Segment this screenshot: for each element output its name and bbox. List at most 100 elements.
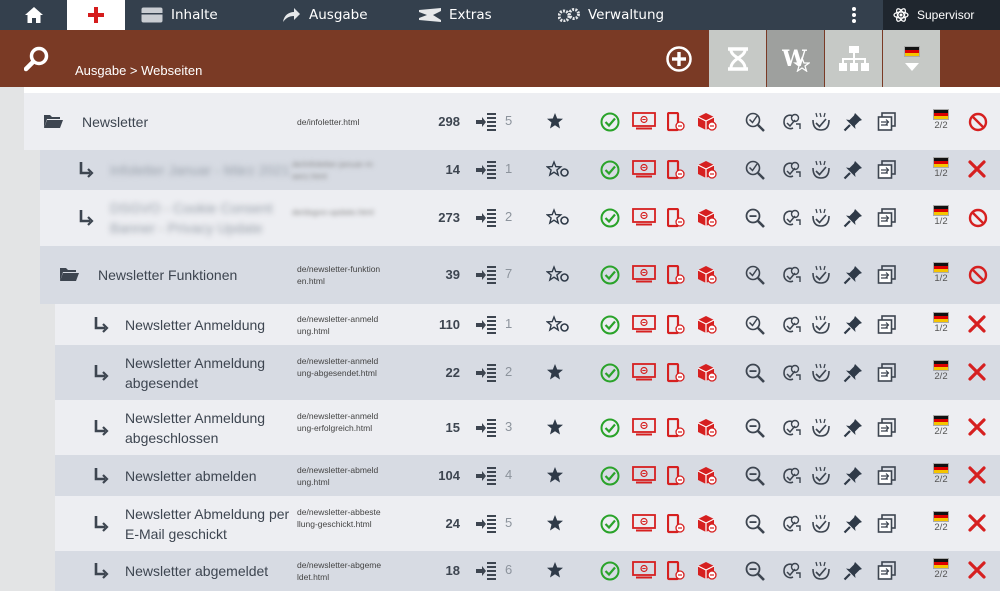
online-check-icon[interactable] xyxy=(600,315,620,340)
pin-icon[interactable] xyxy=(843,561,863,586)
hourglass-tool-button[interactable] xyxy=(709,30,766,87)
approve-icon[interactable] xyxy=(810,265,832,290)
mobile-icon[interactable] xyxy=(666,465,685,491)
menu-extras[interactable]: Extras xyxy=(419,0,492,30)
cache-icon[interactable] xyxy=(696,160,718,185)
home-button[interactable] xyxy=(0,0,67,30)
inspect-icon[interactable] xyxy=(745,208,767,233)
w-star-button[interactable]: W xyxy=(767,30,824,87)
duplicate-icon[interactable] xyxy=(781,208,803,233)
menu-ausgabe[interactable]: Ausgabe xyxy=(281,0,368,30)
preview-icon[interactable] xyxy=(632,417,656,441)
cache-icon[interactable] xyxy=(696,208,718,233)
sort-icon[interactable] xyxy=(475,315,497,340)
duplicate-icon[interactable] xyxy=(781,514,803,539)
sort-icon[interactable] xyxy=(475,466,497,491)
page-title-link[interactable]: Newsletter Anmeldung xyxy=(125,316,266,333)
delete-icon[interactable] xyxy=(968,160,986,183)
delete-blocked-icon[interactable] xyxy=(968,265,988,290)
pin-icon[interactable] xyxy=(843,160,863,185)
approve-icon[interactable] xyxy=(810,315,832,340)
language-version[interactable]: 2/2 xyxy=(929,510,953,534)
user-menu[interactable]: Supervisor xyxy=(883,0,1000,30)
cache-icon[interactable] xyxy=(696,363,718,388)
sort-icon[interactable] xyxy=(475,265,497,290)
favorite-icon[interactable] xyxy=(546,363,564,386)
mobile-icon[interactable] xyxy=(666,513,685,539)
preview-icon[interactable] xyxy=(632,561,656,584)
duplicate-icon[interactable] xyxy=(781,112,803,137)
preview-icon[interactable] xyxy=(632,160,656,183)
cache-icon[interactable] xyxy=(696,418,718,443)
approve-icon[interactable] xyxy=(810,466,832,491)
copy-icon[interactable] xyxy=(877,111,897,137)
delete-icon[interactable] xyxy=(968,417,986,441)
more-menu-button[interactable] xyxy=(844,0,864,30)
copy-icon[interactable] xyxy=(877,208,897,233)
pin-icon[interactable] xyxy=(843,466,863,491)
page-title-link[interactable]: Newsletter Abmeldung per E-Mail geschick… xyxy=(125,505,290,542)
approve-icon[interactable] xyxy=(810,418,832,443)
folder-icon[interactable] xyxy=(59,266,79,287)
favorite-icon[interactable] xyxy=(546,112,564,135)
mobile-icon[interactable] xyxy=(666,417,685,443)
approve-icon[interactable] xyxy=(810,561,832,586)
delete-icon[interactable] xyxy=(968,314,986,338)
duplicate-icon[interactable] xyxy=(781,466,803,491)
sort-icon[interactable] xyxy=(475,112,497,137)
pin-icon[interactable] xyxy=(843,363,863,388)
duplicate-icon[interactable] xyxy=(781,265,803,290)
approve-icon[interactable] xyxy=(810,363,832,388)
delete-icon[interactable] xyxy=(968,561,986,584)
delete-blocked-icon[interactable] xyxy=(968,112,988,137)
online-check-icon[interactable] xyxy=(600,160,620,185)
copy-icon[interactable] xyxy=(877,465,897,491)
page-title-link[interactable]: Newsletter abgemeldet xyxy=(125,563,269,579)
mobile-icon[interactable] xyxy=(666,560,685,586)
sort-icon[interactable] xyxy=(475,363,497,388)
page-title-link[interactable]: Newsletter Anmeldung abgesendet xyxy=(125,354,266,391)
add-page-button[interactable] xyxy=(666,46,692,77)
cache-icon[interactable] xyxy=(696,265,718,290)
search-button[interactable] xyxy=(23,46,50,77)
delete-icon[interactable] xyxy=(968,513,986,537)
approve-icon[interactable] xyxy=(810,160,832,185)
preview-icon[interactable] xyxy=(632,208,656,231)
online-check-icon[interactable] xyxy=(600,208,620,233)
language-select-button[interactable] xyxy=(883,30,940,87)
page-title-link[interactable]: DSGVO - Cookie Consent Banner - Privacy … xyxy=(110,200,273,236)
approve-icon[interactable] xyxy=(810,208,832,233)
inspect-icon[interactable] xyxy=(745,418,767,443)
preview-icon[interactable] xyxy=(632,265,656,288)
pin-icon[interactable] xyxy=(843,208,863,233)
pin-icon[interactable] xyxy=(843,514,863,539)
online-check-icon[interactable] xyxy=(600,265,620,290)
inspect-icon[interactable] xyxy=(745,561,767,586)
page-title-link[interactable]: Newsletter Anmeldung abgeschlossen xyxy=(125,409,266,446)
copy-icon[interactable] xyxy=(877,561,897,586)
online-check-icon[interactable] xyxy=(600,418,620,443)
structure-tree-button[interactable] xyxy=(825,30,882,87)
mobile-icon[interactable] xyxy=(666,264,685,290)
language-version[interactable]: 1/2 xyxy=(929,157,953,180)
inspect-icon[interactable] xyxy=(745,514,767,539)
preview-icon[interactable] xyxy=(632,111,656,135)
copy-icon[interactable] xyxy=(877,417,897,443)
language-version[interactable]: 2/2 xyxy=(929,558,953,581)
favorite-icon[interactable] xyxy=(545,160,570,183)
duplicate-icon[interactable] xyxy=(781,315,803,340)
favorite-icon[interactable] xyxy=(546,561,564,584)
inspect-icon[interactable] xyxy=(745,466,767,491)
copy-icon[interactable] xyxy=(877,314,897,340)
copy-icon[interactable] xyxy=(877,362,897,388)
mobile-icon[interactable] xyxy=(666,159,685,185)
language-version[interactable]: 2/2 xyxy=(929,359,953,383)
cache-icon[interactable] xyxy=(696,315,718,340)
pin-icon[interactable] xyxy=(843,418,863,443)
cache-icon[interactable] xyxy=(696,514,718,539)
preview-icon[interactable] xyxy=(632,513,656,537)
language-version[interactable]: 2/2 xyxy=(929,414,953,438)
preview-icon[interactable] xyxy=(632,362,656,386)
pin-icon[interactable] xyxy=(843,112,863,137)
language-version[interactable]: 1/2 xyxy=(929,311,953,335)
